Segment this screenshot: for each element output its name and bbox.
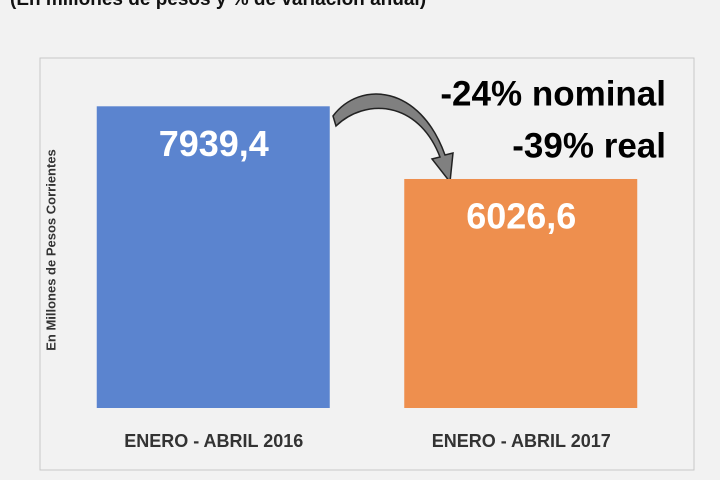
annotation: -24% nominal bbox=[440, 74, 666, 113]
bar bbox=[96, 106, 330, 409]
x-tick-label: ENERO - ABRIL 2017 bbox=[432, 431, 611, 451]
chart-title: (En millones de pesos y % de variación a… bbox=[10, 0, 426, 10]
bar bbox=[404, 178, 638, 408]
x-tick-label: ENERO - ABRIL 2016 bbox=[124, 431, 303, 451]
y-axis-label: En Millones de Pesos Corrientes bbox=[43, 149, 58, 351]
annotation: -39% real bbox=[512, 126, 666, 165]
value-label: 7939,4 bbox=[159, 123, 269, 164]
value-label: 6026,6 bbox=[466, 196, 576, 237]
